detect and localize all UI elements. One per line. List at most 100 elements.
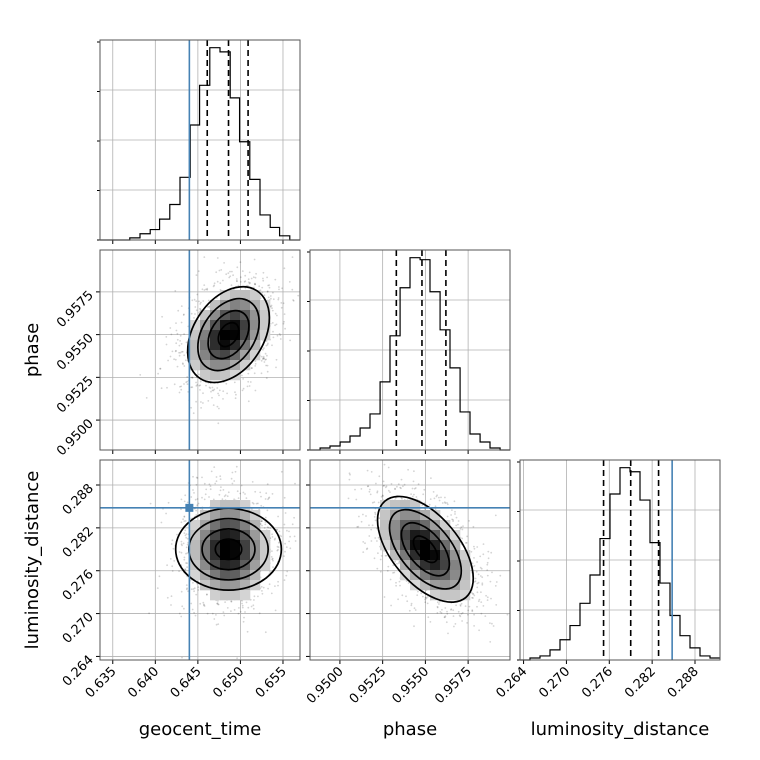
scatter-point [186,537,189,540]
density-cell [200,330,211,341]
scatter-point [199,308,202,311]
scatter-point [266,370,269,373]
density-cell [260,330,271,341]
scatter-point [278,288,280,291]
scatter-point [271,309,274,312]
scatter-point [407,468,409,471]
xlabel-phase: phase [383,719,437,740]
scatter-point [266,509,269,512]
scatter-point [233,498,236,501]
scatter-point [262,271,265,274]
scatter-point [234,397,237,400]
scatter-point [215,480,218,483]
scatter-point [473,613,475,616]
scatter-point [263,361,266,363]
scatter-point [222,398,224,400]
scatter-point [245,497,248,499]
density-content [310,463,510,643]
scatter-point [202,402,204,404]
ylabel-phase: phase [22,323,43,377]
density-cell [230,510,241,521]
density-cell [410,500,421,511]
scatter-point [213,388,216,391]
scatter-point [185,562,187,564]
scatter-point [167,501,170,504]
scatter-point [273,538,276,541]
scatter-point [217,603,219,606]
scatter-point [266,364,269,367]
scatter-point [184,359,187,362]
scatter-point [180,615,183,618]
scatter-point [170,595,173,598]
density-cell [220,340,231,351]
scatter-point [194,306,197,308]
scatter-point [446,515,449,518]
scatter-point [175,349,177,352]
scatter-point [413,493,415,496]
hist-frame [99,39,301,241]
scatter-point [375,482,377,485]
scatter-point [269,295,272,297]
scatter-point [444,496,446,499]
scatter-point [182,314,185,316]
scatter-point [481,583,484,586]
scatter-point [218,407,220,410]
tick-label-x: 0.9525 [347,664,390,707]
scatter-point [459,605,462,607]
scatter-point [265,492,268,495]
scatter-point [231,471,234,474]
tick-label-x: 0.655 [253,664,290,701]
contour-line [186,285,271,384]
scatter-point [280,302,283,304]
scatter-point [267,587,269,590]
scatter-point [283,313,286,315]
scatter-point [261,520,263,522]
scatter-point [253,372,256,375]
scatter-point [293,535,296,538]
density-cell [200,310,211,321]
scatter-point [271,557,274,560]
scatter-point [203,482,206,485]
scatter-point [193,298,196,301]
contour-line [388,508,463,590]
scatter-point [213,284,216,287]
scatter-point [426,596,429,598]
scatter-point [183,354,186,357]
scatter-point [195,483,198,486]
scatter-point [182,363,184,365]
scatter-point [399,486,402,489]
density-cell [190,530,201,541]
scatter-point [185,584,188,586]
scatter-point [457,520,460,522]
density-cell [250,570,261,581]
scatter-point [209,387,212,389]
scatter-point [260,355,263,358]
scatter-point [284,512,287,514]
xlabel-geocent-time: geocent_time [139,719,262,740]
scatter-point [276,545,279,548]
scatter-point [272,566,274,568]
scatter-point [239,610,242,613]
scatter-point [366,469,369,472]
scatter-point [490,551,493,554]
scatter-point [438,603,440,605]
scatter-point [377,536,380,539]
hist-step-line [100,47,300,241]
scatter-point [257,502,259,505]
density-cell [210,360,221,371]
scatter-point [178,551,181,553]
scatter-point [378,517,381,520]
scatter-point [458,614,461,617]
scatter-point [470,550,473,553]
scatter-point [461,537,464,540]
scatter-point [373,516,376,518]
scatter-point [180,350,183,353]
density-cell [210,370,221,381]
scatter-point [457,610,460,613]
tick-label-y: 0.9575 [54,288,97,331]
scatter-point [193,492,195,494]
scatter-point [211,389,214,392]
scatter-point [207,299,210,302]
density-cell [200,530,211,541]
